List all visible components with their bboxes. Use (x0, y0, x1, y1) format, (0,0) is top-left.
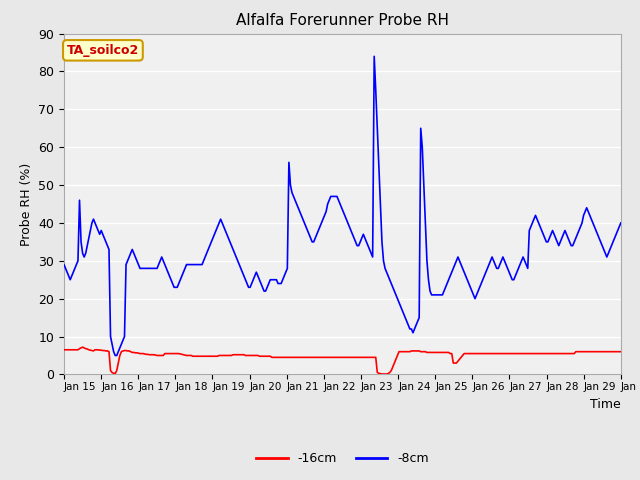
X-axis label: Time: Time (590, 397, 621, 410)
Title: Alfalfa Forerunner Probe RH: Alfalfa Forerunner Probe RH (236, 13, 449, 28)
Legend: -16cm, -8cm: -16cm, -8cm (252, 447, 433, 470)
Text: TA_soilco2: TA_soilco2 (67, 44, 139, 57)
Y-axis label: Probe RH (%): Probe RH (%) (20, 162, 33, 246)
